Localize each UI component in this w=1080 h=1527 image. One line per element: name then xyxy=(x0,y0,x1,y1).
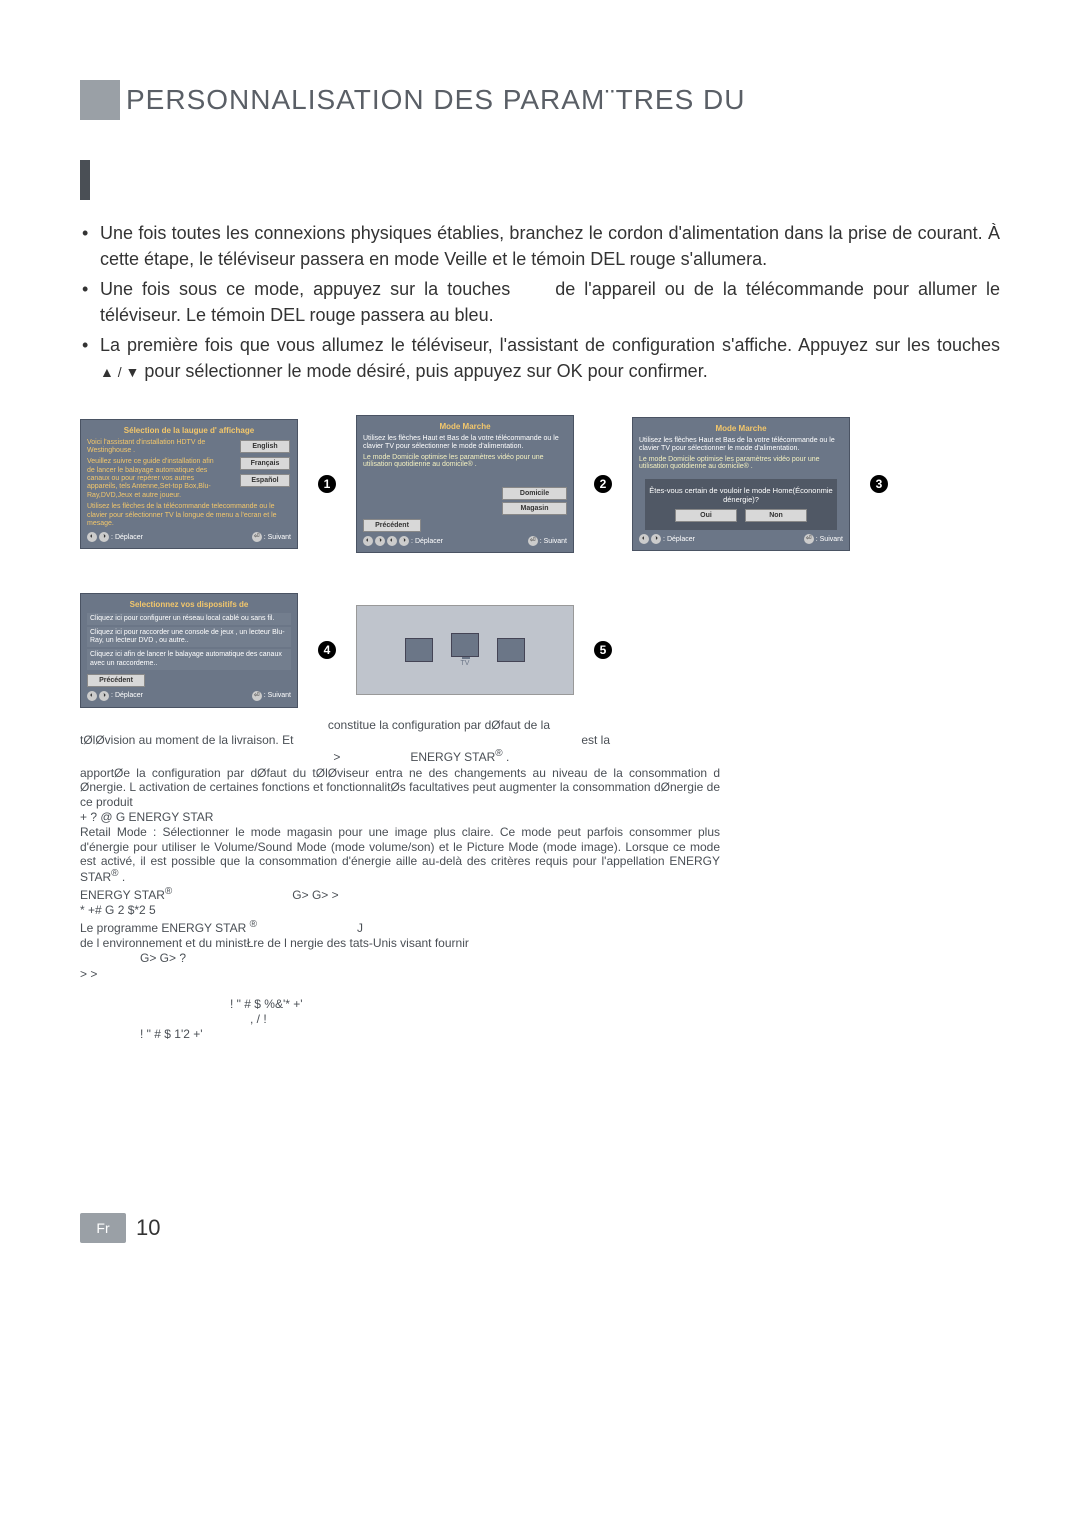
nav-icon: ◑ xyxy=(375,536,385,546)
screen-mode-1: Mode Marche Utilisez les flèches Haut et… xyxy=(356,415,574,554)
btn-magasin[interactable]: Magasin xyxy=(502,502,567,515)
btn-non[interactable]: Non xyxy=(745,509,807,522)
s4-opt3[interactable]: Cliquez ici afin de lancer le balayage a… xyxy=(87,649,291,669)
s3-title: Mode Marche xyxy=(639,424,843,433)
step-3-badge: 3 xyxy=(870,475,888,493)
s2-footer: ◐◑◐◑:Déplacer ⏎:Suivant xyxy=(363,536,567,546)
s4-title: Selectionnez vos dispositifs de xyxy=(87,600,291,609)
tv-icon xyxy=(451,633,479,657)
intro-list: Une fois toutes les connexions physiques… xyxy=(100,220,1000,385)
footer-page-num: 10 xyxy=(136,1215,160,1241)
nav-icon: ◑ xyxy=(651,534,661,544)
s2-text2: Le mode Domicile optimise les paramètres… xyxy=(363,454,567,468)
screen1-title: Sélection de la laugue d' affichage xyxy=(87,426,291,435)
s2-text1: Utilisez les flèches Haut et Bas de la v… xyxy=(363,435,567,452)
btn-precedent-2[interactable]: Précédent xyxy=(363,519,421,532)
s3-question: Êtes-vous certain de vouloir le mode Hom… xyxy=(648,486,834,504)
step-2-badge: 2 xyxy=(594,475,612,493)
screens-row-1: Sélection de la laugue d' affichage Engl… xyxy=(80,415,1000,554)
s1-text3: Utilisez les flèches de la télécommande … xyxy=(87,503,291,528)
step-1-badge: 1 xyxy=(318,475,336,493)
screens-row-2: Selectionnez vos dispositifs de Cliquez … xyxy=(80,593,1000,707)
btn-precedent-4[interactable]: Précédent xyxy=(87,674,145,687)
s1-text1: Voici l'assistant d'installation HDTV de… xyxy=(87,439,220,456)
footer-lang: Fr xyxy=(80,1213,126,1243)
tv-label: TV xyxy=(451,660,479,667)
btn-domicile[interactable]: Domicile xyxy=(502,487,567,500)
ok-icon: ⏎ xyxy=(252,691,262,701)
step-4-badge: 4 xyxy=(318,641,336,659)
step-5-badge: 5 xyxy=(594,641,612,659)
ok-icon: ⏎ xyxy=(804,534,814,544)
device-icon xyxy=(497,638,525,662)
btn-francais[interactable]: Français xyxy=(240,457,290,470)
s1-footer: ◐◑:Déplacer ⏎:Suivant xyxy=(87,532,291,542)
s3-text1: Utilisez les flèches Haut et Bas de la v… xyxy=(639,437,843,454)
s2-title: Mode Marche xyxy=(363,422,567,431)
nav-icon: ◐ xyxy=(387,536,397,546)
notes-block: constitue la configuration par dØfaut de… xyxy=(80,718,720,1042)
nav-icon: ◑ xyxy=(399,536,409,546)
page-title: PERSONNALISATION DES PARAM¨TRES DU xyxy=(126,84,746,116)
nav-icon: ◐ xyxy=(363,536,373,546)
nav-icon: ◐ xyxy=(639,534,649,544)
title-block xyxy=(80,80,120,120)
intro-item-1: Une fois toutes les connexions physiques… xyxy=(100,220,1000,272)
screen-devices: Selectionnez vos dispositifs de Cliquez … xyxy=(80,593,298,707)
ok-icon: ⏎ xyxy=(528,536,538,546)
lang-buttons: English Français Español xyxy=(239,439,291,488)
nav-icon: ◑ xyxy=(99,532,109,542)
s4-footer: ◐◑:Déplacer ⏎:Suivant xyxy=(87,691,291,701)
section-bar xyxy=(80,160,90,200)
nav-icon: ◑ xyxy=(99,691,109,701)
intro-item-2: Une fois sous ce mode, appuyez sur la to… xyxy=(100,276,1000,328)
s1-text2: Veuillez suivre ce guide d'installation … xyxy=(87,458,220,500)
btn-english[interactable]: English xyxy=(240,440,290,453)
arrow-icons: ▲ / ▼ xyxy=(100,362,139,382)
screen-language: Sélection de la laugue d' affichage Engl… xyxy=(80,419,298,550)
page-footer: Fr 10 xyxy=(80,1213,160,1243)
s3-footer: ◐◑:Déplacer ⏎:Suivant xyxy=(639,534,843,544)
s4-opt2[interactable]: Cliquez ici pour raccorder une console d… xyxy=(87,627,291,647)
s3-text2: Le mode Domicile optimise les paramètres… xyxy=(639,456,843,470)
nav-icon: ◐ xyxy=(87,691,97,701)
btn-oui[interactable]: Oui xyxy=(675,509,737,522)
device-icon xyxy=(405,638,433,662)
intro-item-3: La première fois que vous allumez le tél… xyxy=(100,332,1000,384)
nav-icon: ◐ xyxy=(87,532,97,542)
ok-icon: ⏎ xyxy=(252,532,262,542)
screen-diagram: TV xyxy=(356,605,574,695)
s4-opt1[interactable]: Cliquez ici pour configurer un réseau lo… xyxy=(87,613,291,625)
screen-mode-confirm: Mode Marche Utilisez les flèches Haut et… xyxy=(632,417,850,552)
btn-espanol[interactable]: Español xyxy=(240,474,290,487)
title-row: PERSONNALISATION DES PARAM¨TRES DU xyxy=(80,80,1000,120)
